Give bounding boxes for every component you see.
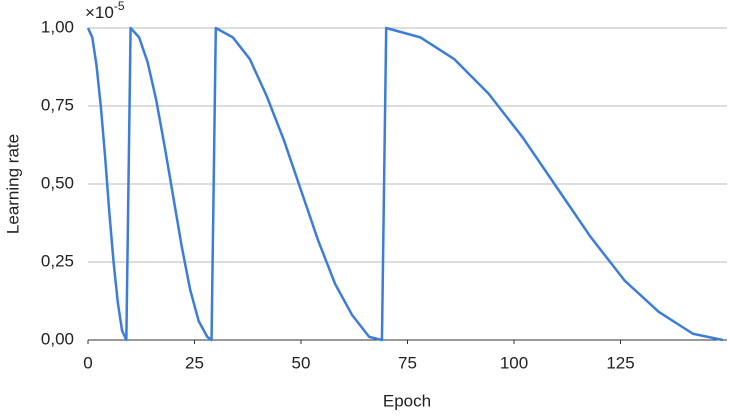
x-tick-label: 125 [606, 353, 634, 372]
y-multiplier: ×10-5 [85, 0, 125, 22]
x-tick-label: 75 [398, 353, 417, 372]
x-tick-label: 25 [185, 353, 204, 372]
x-tick-label: 100 [500, 353, 528, 372]
y-tick-label: 0,25 [41, 251, 74, 270]
y-tick-label: 0,75 [41, 95, 74, 114]
x-tick-label: 0 [83, 353, 92, 372]
x-axis-label: Epoch [383, 391, 431, 410]
y-multiplier-exponent: -5 [114, 0, 125, 13]
y-tick-label: 1,00 [41, 17, 74, 36]
y-axis-label: Learning rate [3, 134, 22, 234]
y-multiplier-base: ×10 [85, 3, 114, 22]
line-series [86, 26, 723, 342]
x-tick-label: 50 [292, 353, 311, 372]
y-tick-label: 0,50 [41, 173, 74, 192]
y-tick-label: 0,00 [41, 329, 74, 348]
